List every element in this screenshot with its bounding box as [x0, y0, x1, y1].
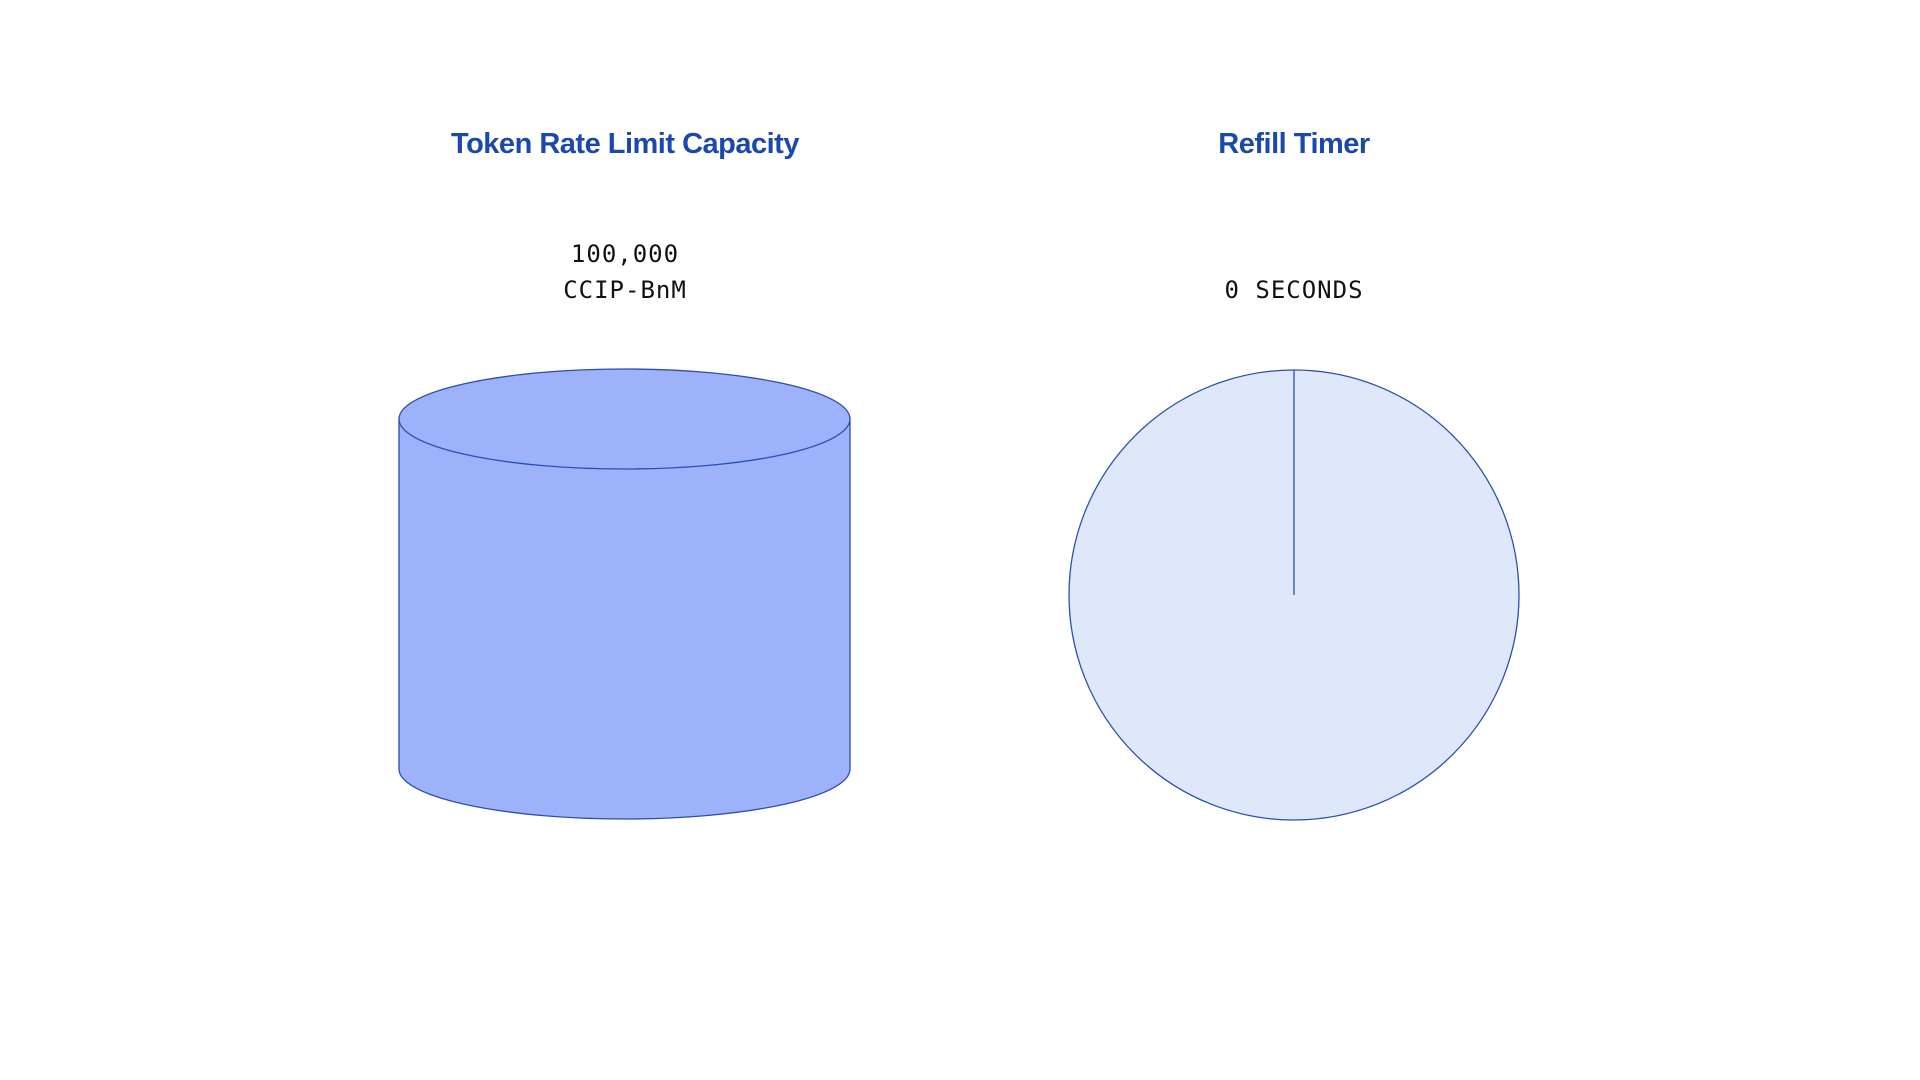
- capacity-title: Token Rate Limit Capacity: [451, 128, 799, 160]
- refill-timer-title: Refill Timer: [1218, 128, 1370, 160]
- bucket-cylinder: [398, 368, 851, 820]
- capacity-amount: 100,000: [570, 240, 680, 268]
- refill-timer-value: 0 SECONDS: [1224, 276, 1364, 304]
- refill-timer-dial: [1068, 369, 1520, 821]
- capacity-token: CCIP-BnM: [563, 276, 687, 304]
- cylinder-top: [398, 368, 851, 470]
- cylinder-body: [398, 418, 851, 820]
